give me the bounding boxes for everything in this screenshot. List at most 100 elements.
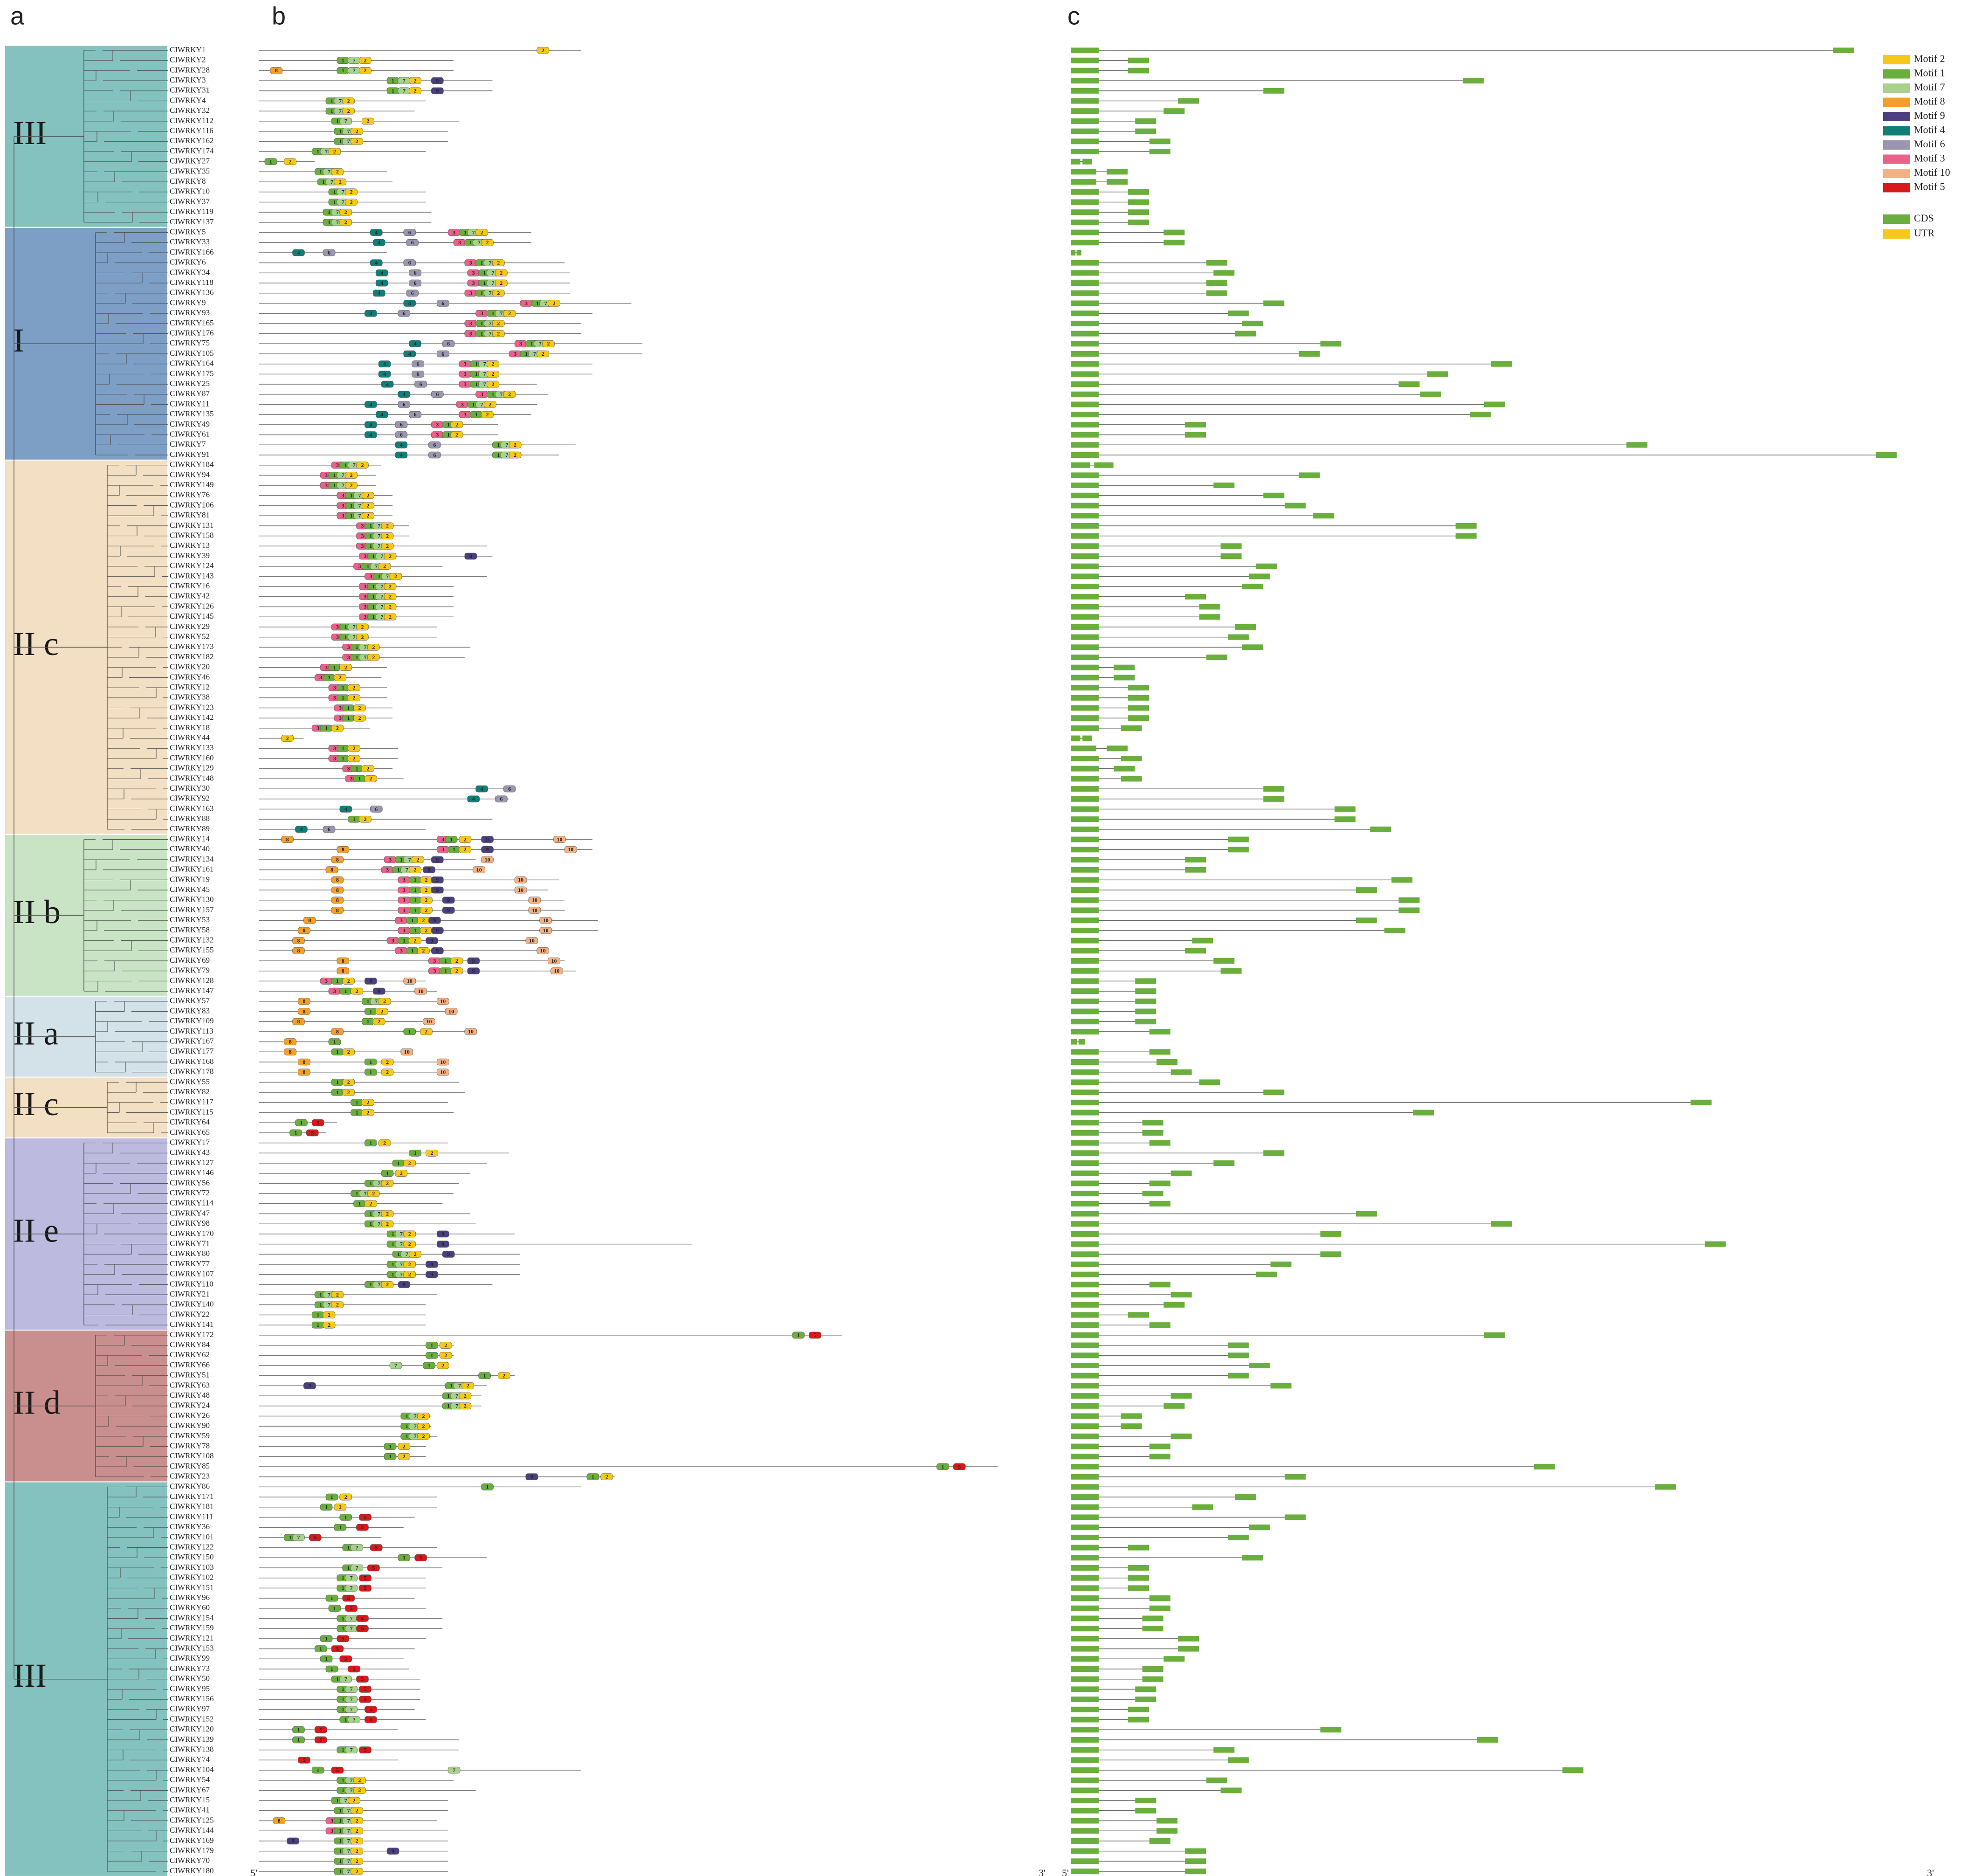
- motif-box: [353, 714, 366, 722]
- motif-id: 7: [347, 1858, 350, 1864]
- motif-id: 1: [450, 836, 453, 842]
- motif-id: 2: [408, 1271, 411, 1277]
- motif-box: [481, 846, 494, 853]
- motif-box: [431, 77, 444, 84]
- cds-block: [1071, 938, 1099, 944]
- motif-box: [403, 1230, 416, 1238]
- gene-name: CIWRKY176: [170, 329, 213, 338]
- cds-block: [1242, 320, 1263, 326]
- cds-block: [1227, 1534, 1249, 1540]
- motif-id: 9: [441, 1231, 444, 1237]
- motif-id: 1: [406, 1433, 408, 1440]
- motif-id: 1: [392, 1271, 394, 1277]
- motif-id: 1: [369, 1139, 372, 1146]
- motif-id: 2: [542, 47, 544, 54]
- motif-box: [395, 1170, 408, 1177]
- gene-name: CIWRKY92: [170, 794, 210, 803]
- motif-box: [600, 1473, 613, 1480]
- motif-id: 1: [491, 310, 494, 317]
- cds-block: [1149, 1049, 1170, 1055]
- cds-block: [1071, 1180, 1099, 1186]
- cds-block: [1206, 1777, 1228, 1783]
- cds-block: [1128, 209, 1149, 215]
- motif-box: [281, 735, 294, 742]
- motif-id: 3: [464, 371, 467, 377]
- motif-box: [381, 1220, 394, 1228]
- motif-box: [409, 1150, 421, 1157]
- gene-name: CIWRKY163: [170, 804, 213, 813]
- motif-id: 2: [366, 502, 369, 509]
- motif-box: [409, 77, 421, 84]
- cds-block: [1071, 1869, 1099, 1874]
- motif-id: 3: [392, 937, 394, 944]
- motif-box: [356, 1524, 369, 1531]
- motif-box: [528, 897, 541, 904]
- motif-id: 1: [392, 1231, 394, 1237]
- cds-block: [1071, 290, 1099, 296]
- motif-box: [442, 907, 455, 914]
- cds-block: [1071, 1302, 1099, 1308]
- gene-name: CIWRKY17: [170, 1138, 210, 1147]
- cds-block: [1071, 553, 1099, 559]
- motif-id: 5: [319, 1726, 322, 1733]
- motif-box: [328, 148, 341, 155]
- motif-id: 9: [447, 1251, 450, 1257]
- motif-box: [450, 967, 463, 974]
- motif-id: 9: [447, 897, 450, 904]
- gene-name: CIWRKY144: [170, 1826, 214, 1835]
- motif-id: 7: [350, 1746, 353, 1753]
- cds-block: [1149, 1838, 1170, 1844]
- motif-id: 8: [336, 856, 339, 863]
- motif-box: [342, 1089, 355, 1096]
- motif-id: 7: [347, 1817, 350, 1824]
- motif-box: [295, 826, 308, 833]
- motif-box: [345, 199, 358, 206]
- panel-label: a: [10, 2, 25, 30]
- motif-box: [481, 1483, 494, 1490]
- legend-swatch: [1883, 83, 1910, 93]
- motif-box: [378, 1139, 391, 1146]
- cds-block: [1299, 351, 1320, 357]
- motif-id: 3: [458, 239, 461, 246]
- cds-block: [1249, 1524, 1270, 1531]
- gene-name: CIWRKY98: [170, 1219, 210, 1228]
- motif-id: 1: [483, 1372, 486, 1379]
- motif-box: [292, 1534, 305, 1541]
- cds-block: [1320, 1251, 1342, 1257]
- cds-block: [1263, 786, 1285, 792]
- cds-block: [1071, 98, 1099, 104]
- motif-id: 7: [328, 1302, 330, 1308]
- motif-id: 10: [557, 836, 562, 842]
- cds-block: [1071, 1150, 1099, 1156]
- motif-box: [362, 1099, 374, 1106]
- gene-name: CIWRKY76: [170, 490, 210, 499]
- motif-id: 2: [542, 351, 544, 357]
- gene-name: CIWRKY107: [170, 1269, 214, 1278]
- motif-box: [403, 350, 416, 358]
- gene-name: CIWRKY149: [170, 480, 213, 489]
- motif-id: 2: [383, 1139, 386, 1146]
- cds-block: [1071, 1524, 1099, 1531]
- gene-name: CIWRKY63: [170, 1380, 210, 1389]
- cds-block: [1071, 1069, 1099, 1075]
- motif-id: 4: [408, 300, 411, 306]
- motif-id: 2: [497, 259, 500, 266]
- motif-box: [331, 1291, 344, 1298]
- cds-block: [1071, 1413, 1099, 1419]
- motif-id: 1: [491, 391, 494, 398]
- motif-box: [348, 684, 360, 691]
- motif-box: [311, 1766, 324, 1774]
- cds-block: [1263, 88, 1285, 94]
- cds-block: [1875, 452, 1897, 458]
- motif-box: [365, 421, 377, 428]
- motif-id: 3: [436, 421, 439, 428]
- motif-box: [459, 836, 472, 843]
- cds-block: [1071, 270, 1099, 276]
- motif-id: 5: [361, 1676, 364, 1682]
- cds-block: [1071, 1403, 1099, 1409]
- motif-id: 1: [475, 411, 478, 418]
- motif-id: 8: [342, 846, 344, 853]
- motif-id: 3: [469, 330, 472, 337]
- motif-box: [406, 290, 419, 297]
- motif-id: 3: [364, 583, 366, 590]
